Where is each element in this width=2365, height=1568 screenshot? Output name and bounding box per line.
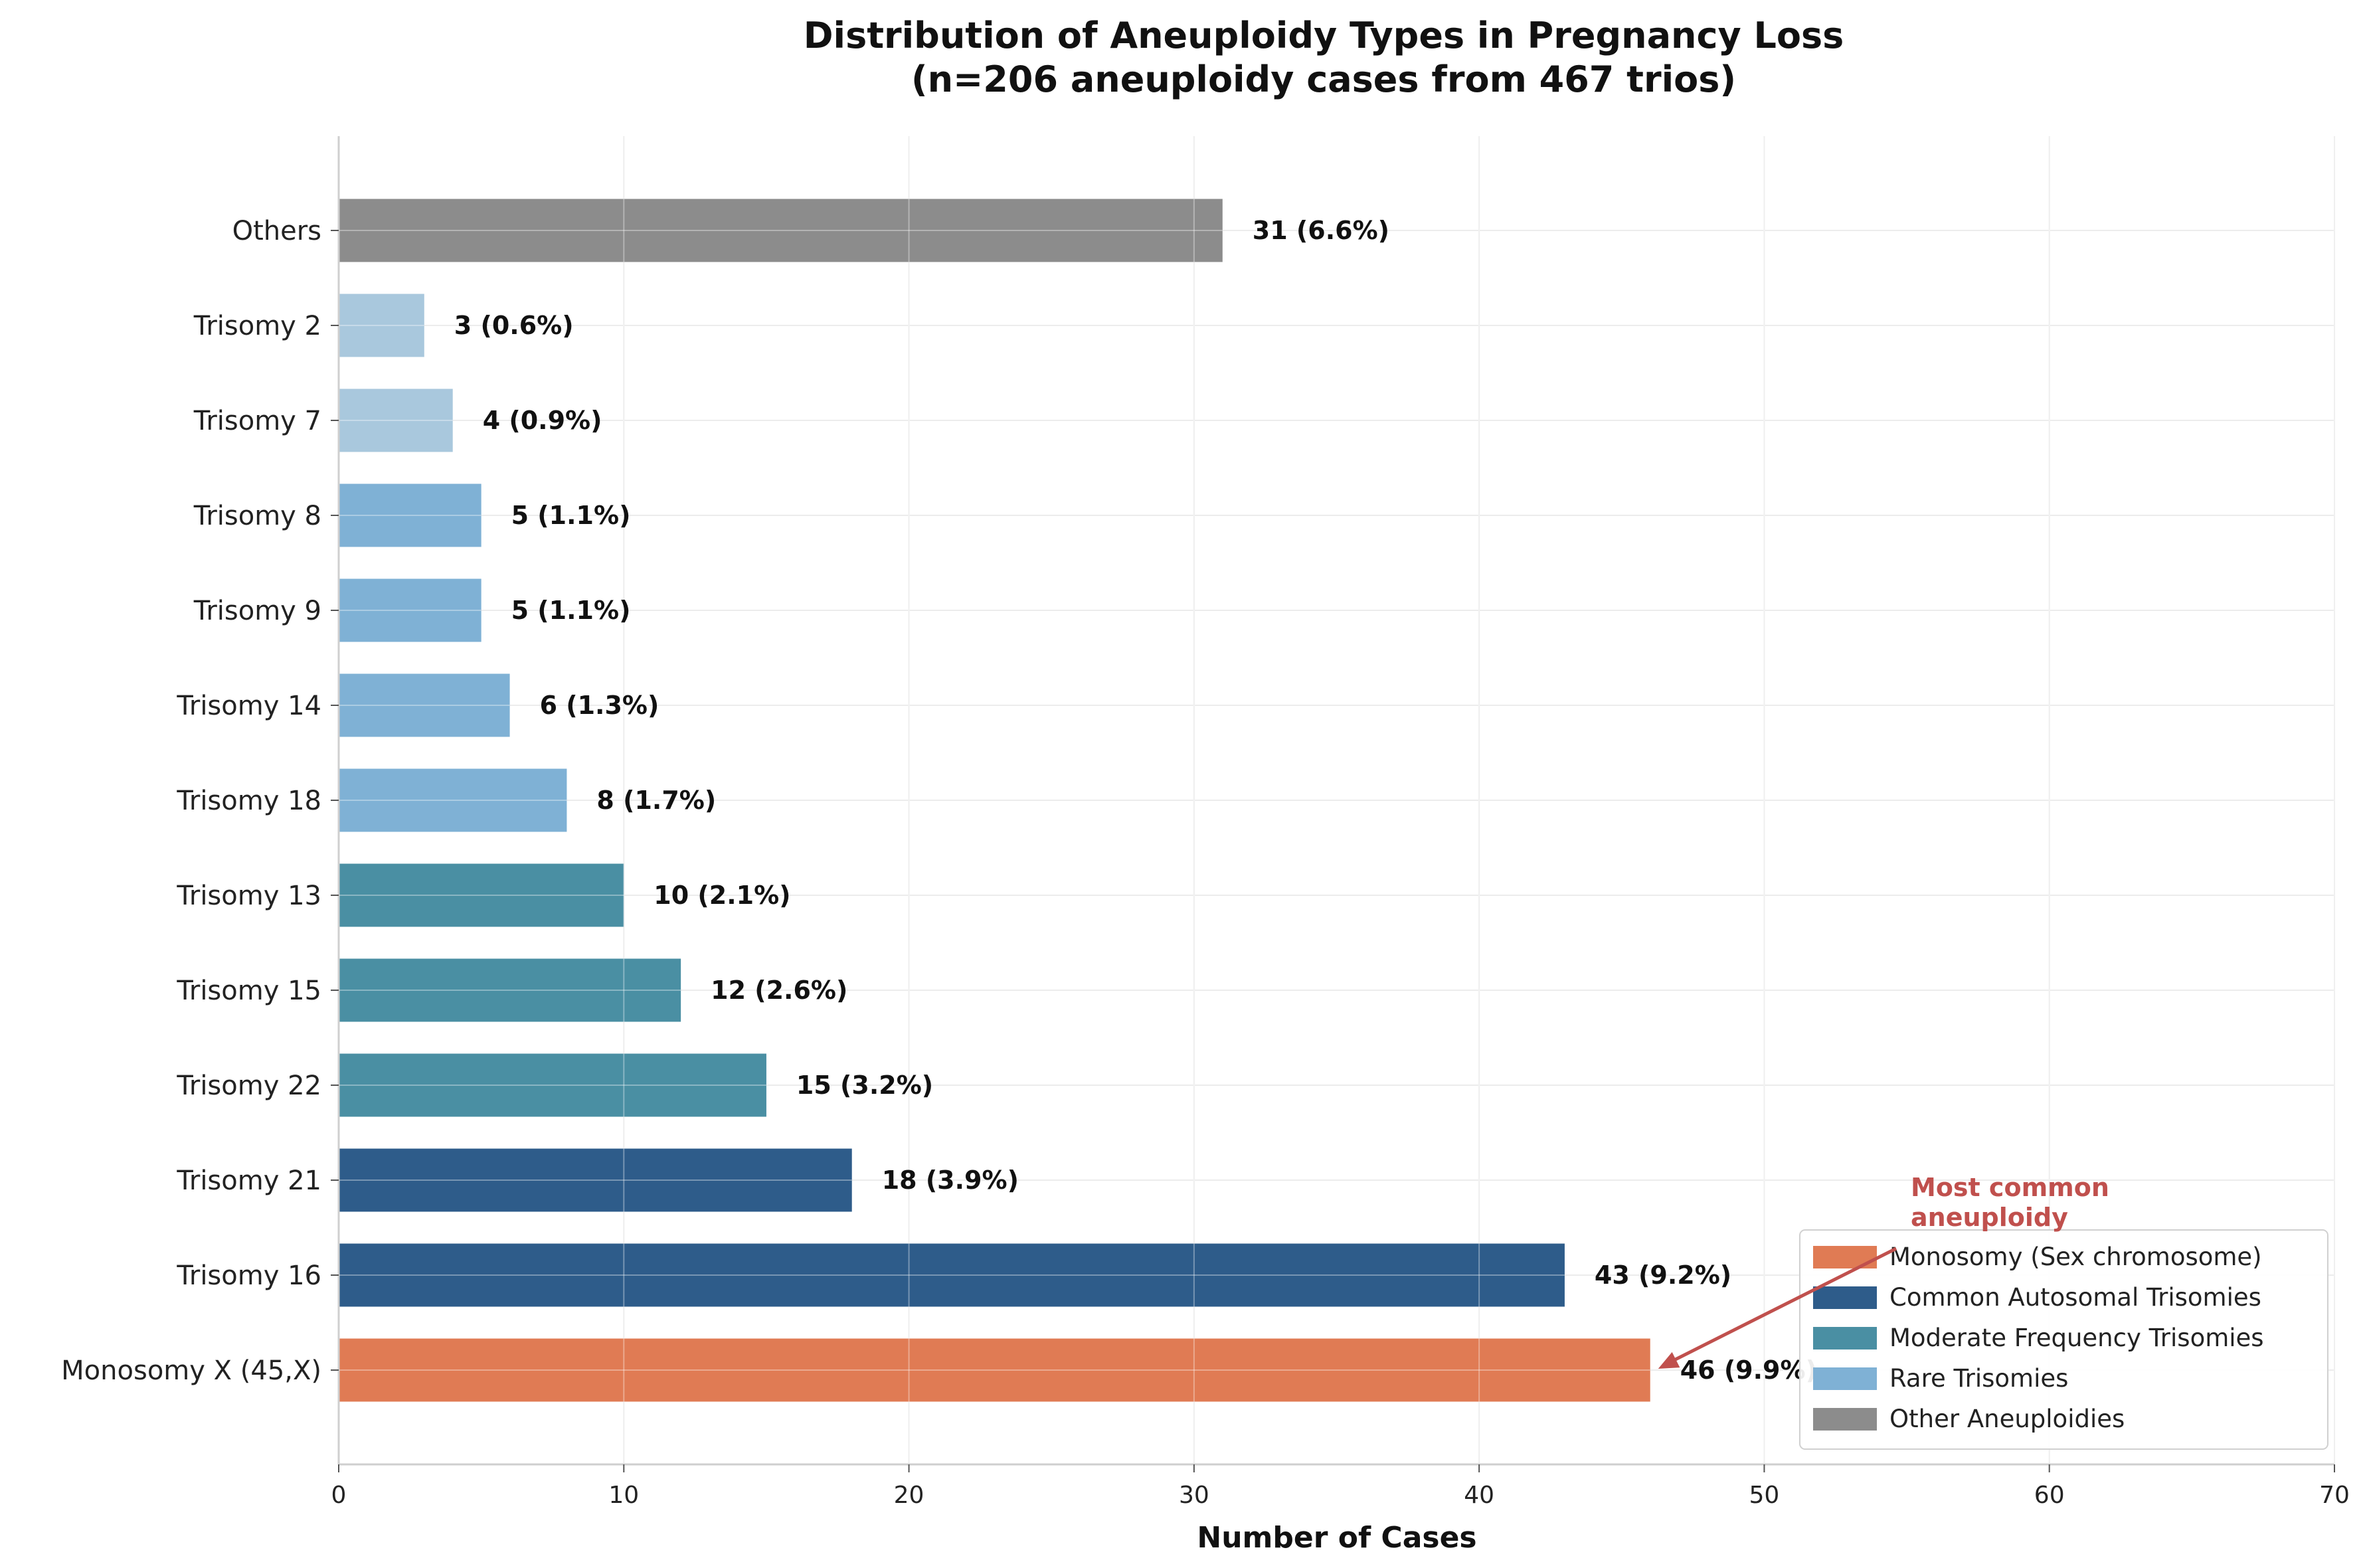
bar-value-label: 5 (1.1%) xyxy=(511,596,631,625)
legend-entry-label: Rare Trisomies xyxy=(1889,1364,2068,1393)
y-tick-label: Trisomy 9 xyxy=(193,596,321,626)
bar xyxy=(339,768,567,832)
legend-swatch xyxy=(1813,1246,1877,1268)
chart-title-line-2: (n=206 aneuploidy cases from 467 trios) xyxy=(911,58,1736,100)
legend-entry-label: Monosomy (Sex chromosome) xyxy=(1889,1243,2262,1271)
bar-value-label: 5 (1.1%) xyxy=(511,501,631,530)
annotation-text-line-2: aneuploidy xyxy=(1911,1203,2068,1232)
y-tick-label: Monosomy X (45,X) xyxy=(61,1355,321,1386)
y-tick-label: Trisomy 21 xyxy=(176,1166,321,1196)
legend-swatch xyxy=(1813,1286,1877,1309)
y-tick-label: Trisomy 13 xyxy=(176,881,321,911)
bar xyxy=(339,199,1223,262)
bar xyxy=(339,578,482,642)
y-tick-label: Others xyxy=(232,216,321,246)
x-tick-label: 60 xyxy=(2034,1482,2065,1509)
x-tick-label: 50 xyxy=(1749,1482,1780,1509)
y-tick-label: Trisomy 14 xyxy=(176,691,321,721)
bar-value-label: 31 (6.6%) xyxy=(1253,216,1389,245)
bar-value-label: 6 (1.3%) xyxy=(540,691,659,720)
bar-value-label: 4 (0.9%) xyxy=(483,406,602,435)
bar-value-label: 8 (1.7%) xyxy=(596,786,716,815)
bar xyxy=(339,1148,852,1212)
x-tick-label: 0 xyxy=(331,1482,347,1509)
bar xyxy=(339,958,681,1022)
y-tick-label: Trisomy 18 xyxy=(176,786,321,816)
chart-title-line-1: Distribution of Aneuploidy Types in Preg… xyxy=(804,15,1844,56)
bar-value-label: 15 (3.2%) xyxy=(796,1071,933,1100)
annotation-arrow-head xyxy=(1658,1351,1680,1369)
legend-box xyxy=(1799,1229,2328,1450)
bar xyxy=(339,1243,1565,1307)
y-tick-label: Trisomy 16 xyxy=(176,1261,321,1291)
annotation-text-line-1: Most common xyxy=(1911,1173,2109,1202)
bar-value-label: 18 (3.9%) xyxy=(882,1166,1019,1195)
legend: Monosomy (Sex chromosome) Common Autosoma… xyxy=(1799,1229,2328,1450)
bar-value-label: 10 (2.1%) xyxy=(654,881,790,910)
bars xyxy=(339,136,2335,1464)
y-tick-label: Trisomy 22 xyxy=(176,1071,321,1101)
x-tick-label: 70 xyxy=(2319,1482,2350,1509)
bar-value-label: 12 (2.6%) xyxy=(711,976,847,1005)
legend-swatch xyxy=(1813,1367,1877,1390)
y-tick-label: Trisomy 7 xyxy=(193,406,321,436)
x-axis-label: Number of Cases xyxy=(1197,1521,1476,1555)
legend-entry-label: Moderate Frequency Trisomies xyxy=(1889,1324,2264,1352)
bar-labels: 46 (9.9%) 43 (9.2%) 18 (3.9%) 15 (3.2%) 12 (… xyxy=(454,216,1817,1385)
bar xyxy=(339,1053,766,1117)
legend-entry-label: Common Autosomal Trisomies xyxy=(1889,1283,2261,1312)
legend-entry-label: Other Aneuploidies xyxy=(1889,1405,2125,1433)
y-tick-label: Trisomy 15 xyxy=(176,976,321,1006)
ticks: 0 10 20 30 40 50 60 70 Monosomy X (45,X) Trisomy … xyxy=(61,216,2350,1509)
bar xyxy=(339,389,453,452)
bar xyxy=(339,863,624,927)
y-tick-label: Trisomy 2 xyxy=(193,311,321,341)
legend-swatch xyxy=(1813,1408,1877,1431)
x-tick-label: 40 xyxy=(1464,1482,1494,1509)
legend-swatch xyxy=(1813,1327,1877,1350)
x-tick-label: 10 xyxy=(608,1482,639,1509)
bar-value-label: 3 (0.6%) xyxy=(454,311,574,340)
bar-value-label: 43 (9.2%) xyxy=(1595,1261,1731,1290)
bar xyxy=(339,1338,1650,1402)
x-tick-label: 30 xyxy=(1179,1482,1209,1509)
bar xyxy=(339,673,510,737)
bar xyxy=(339,483,482,547)
y-tick-label: Trisomy 8 xyxy=(193,501,321,531)
annotation-arrow-line xyxy=(1666,1247,1897,1365)
x-tick-label: 20 xyxy=(894,1482,924,1509)
bar xyxy=(339,294,424,357)
bar-value-label: 46 (9.9%) xyxy=(1680,1355,1817,1385)
